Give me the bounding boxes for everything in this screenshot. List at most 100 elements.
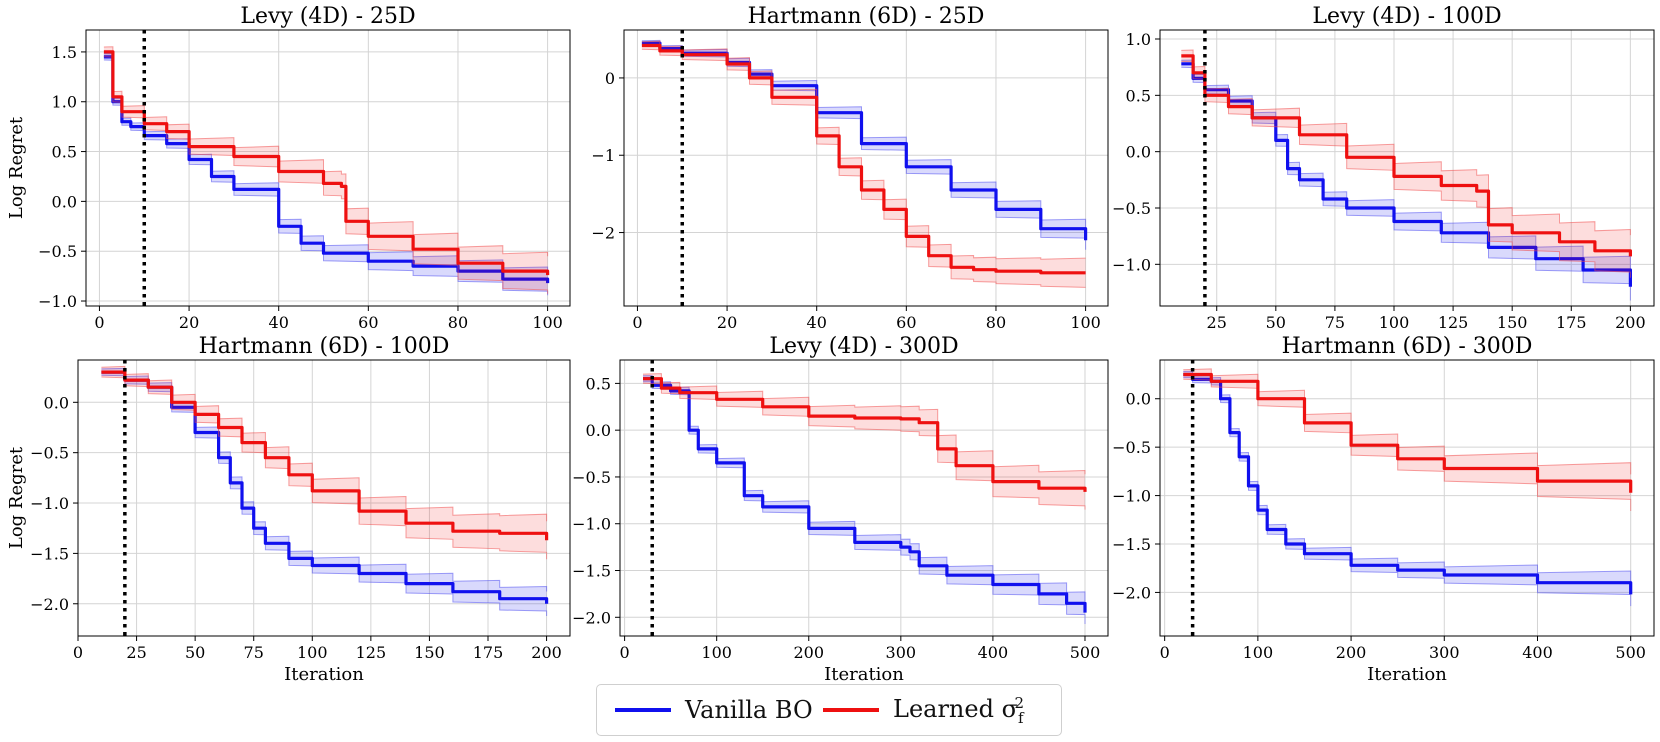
x-tick-label: 0 xyxy=(94,313,104,332)
y-tick-label: −1.5 xyxy=(30,544,69,563)
x-tick-label: 80 xyxy=(986,313,1006,332)
subplot-4: 0 25 50 75 100 125 150 175 200 −2.0 −1.5 −1.0 −0.5 0.… xyxy=(6,334,571,685)
x-tick-label: 75 xyxy=(244,643,264,662)
y-tick-label: −2.0 xyxy=(1112,583,1151,602)
y-tick-label: −2.0 xyxy=(572,608,611,627)
confidence-band-learned-sigma xyxy=(1181,50,1631,278)
y-tick-label: −0.5 xyxy=(38,242,77,261)
legend-item-learned-sigma: Learned σf2 xyxy=(823,693,1025,727)
axes-frame xyxy=(77,359,571,637)
x-axis-label: Iteration xyxy=(1367,664,1447,685)
y-tick-label: 0.5 xyxy=(586,374,611,393)
chart-title: Levy (4D) - 100D xyxy=(1312,4,1501,29)
series-line-learned-sigma xyxy=(1183,372,1633,493)
x-tick-label: 200 xyxy=(531,643,562,662)
band-upper-vanilla-bo xyxy=(1181,59,1631,274)
y-tick-label: 0 xyxy=(605,69,615,88)
x-tick-label: 300 xyxy=(886,643,917,662)
x-tick-label: 175 xyxy=(473,643,504,662)
axes-frame xyxy=(1159,29,1655,307)
y-tick-label: −1.0 xyxy=(38,292,77,311)
plot-area xyxy=(641,39,1088,288)
legend-item-vanilla-bo: Vanilla BO xyxy=(615,695,813,725)
legend-label-learned-sigma-sup: 2 xyxy=(1014,693,1025,712)
x-tick-label: 100 xyxy=(1070,313,1101,332)
x-tick-label: 80 xyxy=(448,313,468,332)
x-tick-label: 400 xyxy=(978,643,1009,662)
band-upper-vanilla-bo xyxy=(103,53,549,271)
confidence-band-vanilla-bo xyxy=(1181,60,1631,301)
y-tick-label: 0.0 xyxy=(1126,390,1151,409)
series-line-learned-sigma xyxy=(101,370,549,541)
axes-frame xyxy=(623,29,1109,307)
axes-frame xyxy=(1159,359,1655,637)
x-tick-label: 0 xyxy=(1160,643,1170,662)
series-line-learned-sigma xyxy=(641,43,1086,275)
legend-label-learned-sigma-text: Learned σ xyxy=(893,694,1018,723)
y-tick-label: 0.0 xyxy=(52,192,77,211)
y-tick-label: −1.5 xyxy=(1112,535,1151,554)
chart-title: Hartmann (6D) - 300D xyxy=(1282,334,1533,359)
legend-line-vanilla-bo xyxy=(615,708,671,712)
x-tick-label: 200 xyxy=(1615,313,1646,332)
y-tick-label: 1.0 xyxy=(52,93,77,112)
axes-frame xyxy=(619,359,1109,637)
subplot-3: 25 50 75 100 125 150 175 200 −1.0 −0.5 0.0 0.5 1.0 Le… xyxy=(1112,4,1655,332)
axes-frame xyxy=(85,29,571,307)
legend-line-learned-sigma xyxy=(823,708,879,712)
x-tick-label: 200 xyxy=(793,643,824,662)
x-tick-label: 100 xyxy=(701,643,732,662)
plot-area xyxy=(103,46,550,296)
x-tick-label: 500 xyxy=(1070,643,1101,662)
band-upper-learned-sigma xyxy=(1181,49,1631,236)
confidence-band-learned-sigma xyxy=(641,41,1086,288)
y-tick-label: 0.0 xyxy=(44,393,69,412)
series-line-learned-sigma xyxy=(643,377,1087,492)
x-axis-label: Iteration xyxy=(284,664,364,685)
y-tick-label: −1.0 xyxy=(572,515,611,534)
x-tick-label: 125 xyxy=(356,643,387,662)
x-tick-label: 150 xyxy=(1497,313,1528,332)
y-axis-label: Log Regret xyxy=(6,116,27,219)
x-tick-label: 25 xyxy=(1207,313,1227,332)
y-tick-label: 0.0 xyxy=(1126,143,1151,162)
band-upper-vanilla-bo xyxy=(1183,370,1632,583)
x-tick-label: 40 xyxy=(269,313,289,332)
y-tick-label: −0.5 xyxy=(1112,438,1151,457)
x-tick-label: 20 xyxy=(179,313,199,332)
x-tick-label: 50 xyxy=(185,643,205,662)
x-tick-label: 175 xyxy=(1556,313,1587,332)
y-tick-label: −0.5 xyxy=(30,444,69,463)
legend-label-learned-sigma-sub: f xyxy=(1017,708,1024,727)
plot-area xyxy=(1183,368,1633,607)
series-line-learned-sigma xyxy=(1181,54,1633,257)
chart-title: Levy (4D) - 25D xyxy=(240,4,415,29)
x-tick-label: 25 xyxy=(126,643,146,662)
x-tick-label: 75 xyxy=(1325,313,1345,332)
x-tick-label: 100 xyxy=(532,313,563,332)
series-line-vanilla-bo xyxy=(643,377,1087,613)
band-lower-learned-sigma xyxy=(642,382,1086,510)
chart-title: Hartmann (6D) - 100D xyxy=(199,334,450,359)
confidence-band-vanilla-bo xyxy=(101,368,547,616)
band-upper-learned-sigma xyxy=(103,46,549,257)
x-axis-label: Iteration xyxy=(824,664,904,685)
y-tick-label: −1 xyxy=(591,146,615,165)
y-tick-label: 0.0 xyxy=(586,421,611,440)
subplot-5: 0 100 200 300 400 500 −2.0 −1.5 −1.0 −0.5 0.0 0.5 Le… xyxy=(572,334,1109,685)
confidence-band-learned-sigma xyxy=(643,373,1085,510)
x-tick-label: 0 xyxy=(73,643,83,662)
x-tick-label: 60 xyxy=(358,313,378,332)
y-tick-label: −0.5 xyxy=(1112,199,1151,218)
y-tick-label: −1.0 xyxy=(1112,487,1151,506)
x-tick-label: 100 xyxy=(297,643,328,662)
y-tick-label: 0.5 xyxy=(52,143,77,162)
x-tick-label: 40 xyxy=(807,313,827,332)
x-tick-label: 0 xyxy=(632,313,642,332)
legend-label-vanilla-bo: Vanilla BO xyxy=(685,696,813,724)
subplot-6: 0 100 200 300 400 500 −2.0 −1.5 −1.0 −0.5 0.0 Hartm… xyxy=(1112,334,1655,685)
confidence-band-learned-sigma xyxy=(1183,368,1631,511)
y-axis-label: Log Regret xyxy=(6,446,27,549)
band-lower-learned-sigma xyxy=(101,376,548,560)
y-tick-label: −0.5 xyxy=(572,468,611,487)
